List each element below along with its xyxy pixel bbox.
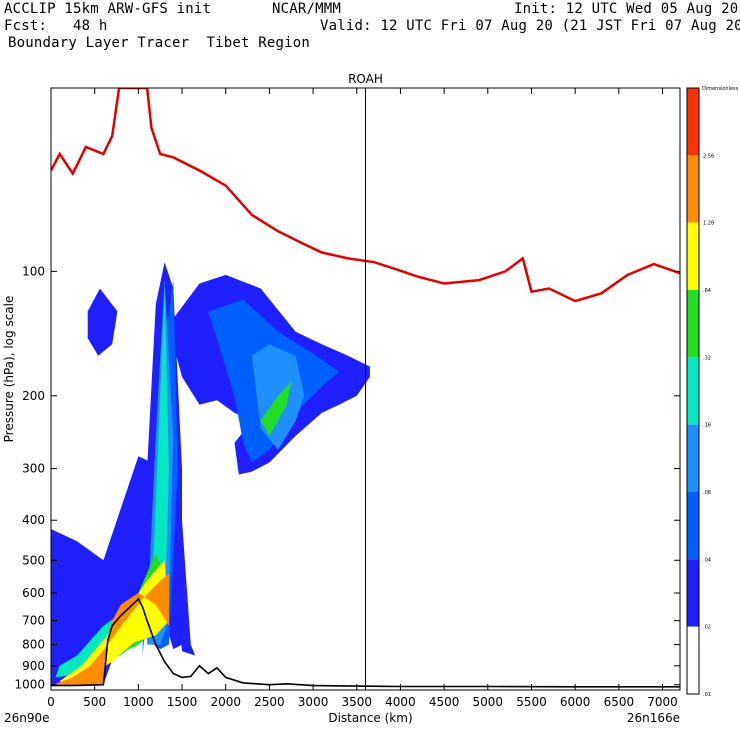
y-tick-label-1: 200 [22, 389, 45, 403]
header-valid-time: Valid: 12 UTC Fri 07 Aug 20 (21 JST Fri … [320, 18, 740, 34]
colorbar-level-label-4: .16 [703, 423, 711, 429]
y-tick-label-6: 700 [22, 614, 45, 628]
header-model-title: ACCLIP 15km ARW-GFS init [4, 1, 212, 17]
y-tick-label-4: 500 [22, 553, 45, 567]
colorbar-swatch-1 [687, 155, 699, 223]
x-tick-label-13: 6500 [604, 695, 635, 709]
header-field-region: Boundary Layer Tracer Tibet Region [8, 35, 311, 51]
y-axis-label: Pressure (hPa), log scale [2, 296, 16, 443]
x-tick-label-10: 5000 [473, 695, 504, 709]
colorbar-swatch-2 [687, 222, 699, 290]
left-endpoint-label: 26n90e [4, 711, 50, 725]
plot-frame [50, 87, 681, 691]
colorbar-level-label-7: .02 [703, 625, 711, 631]
colorbar-level-label-6: .04 [703, 557, 711, 563]
colorbar-level-label-1: 1.28 [703, 221, 714, 227]
terrain-line [51, 597, 680, 688]
x-tick-label-0: 0 [47, 695, 55, 709]
tropopause-line [51, 88, 680, 303]
x-tick-label-2: 1000 [123, 695, 154, 709]
tracer-contour-region-3 [87, 288, 118, 356]
y-tick-label-5: 600 [22, 586, 45, 600]
colorbar-swatch-3 [687, 290, 699, 358]
colorbar-swatch-7 [687, 559, 699, 627]
y-tick-label-0: 100 [22, 264, 45, 278]
x-tick-label-6: 3000 [298, 695, 329, 709]
right-endpoint-label: 26n166e [627, 711, 680, 725]
chart-title: ROAH [348, 72, 383, 86]
x-axis-label: Distance (km) [328, 711, 412, 725]
tracer-contour-region-11 [260, 381, 292, 436]
plot-area [51, 88, 680, 688]
header-org: NCAR/MMM [272, 1, 342, 17]
y-tick-label-7: 800 [22, 638, 45, 652]
colorbar-title: Dimensionless [702, 86, 739, 92]
colorbar-level-label-0: 2.56 [703, 153, 714, 159]
colorbar-level-label-8: .01 [703, 692, 711, 698]
y-tick-label-9: 1000 [14, 678, 45, 692]
x-tick-label-7: 3500 [341, 695, 372, 709]
x-tick-label-11: 5500 [516, 695, 547, 709]
x-tick-label-5: 2500 [254, 695, 285, 709]
colorbar-swatch-6 [687, 492, 699, 560]
y-tick-label-3: 400 [22, 513, 45, 527]
x-tick-label-1: 500 [83, 695, 106, 709]
tracer-contour-region-12 [59, 560, 169, 685]
colorbar-frame [686, 87, 700, 695]
colorbar-swatch-0 [687, 88, 699, 156]
tracer-contour-region-8 [151, 288, 169, 634]
colorbar-level-label-5: .08 [703, 490, 711, 496]
colorbar-swatch-8 [687, 626, 699, 694]
x-tick-label-4: 2000 [210, 695, 241, 709]
header-forecast-hour: Fcst: 48 h [4, 18, 108, 34]
y-tick-label-2: 300 [22, 462, 45, 476]
x-tick-label-9: 4500 [429, 695, 460, 709]
x-tick-label-12: 6000 [560, 695, 591, 709]
x-tick-label-14: 7000 [647, 695, 678, 709]
header-init-time: Init: 12 UTC Wed 05 Aug 20 [514, 1, 739, 17]
y-tick-label-8: 900 [22, 659, 45, 673]
x-tick-label-8: 4000 [385, 695, 416, 709]
colorbar-level-label-3: .32 [703, 355, 711, 361]
colorbar-swatch-5 [687, 424, 699, 492]
x-tick-label-3: 1500 [167, 695, 198, 709]
colorbar-level-label-2: .64 [703, 288, 711, 294]
colorbar-swatch-4 [687, 357, 699, 425]
